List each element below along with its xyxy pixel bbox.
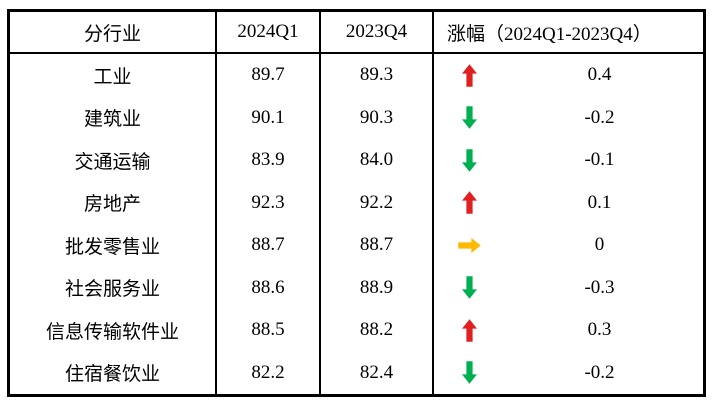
change-value: 0.3 [587,319,612,341]
industry-cell: 信息传输软件业 [10,309,217,352]
table-row: 社会服务业 88.6 88.9 -0.3 [10,266,703,310]
q4-value-cell: 88.2 [321,309,434,352]
change-value: -0.1 [584,149,615,171]
change-cell: 0.1 [434,182,703,225]
q4-value-cell: 92.2 [321,181,434,224]
q1-value-cell: 88.7 [217,224,321,267]
change-value: 0.1 [587,191,612,213]
table-header-row: 分行业 2024Q1 2023Q4 涨幅（2024Q1-2023Q4） [10,12,703,54]
q1-value-cell: 92.3 [217,181,321,224]
down-arrow-icon [461,361,477,384]
q1-value-cell: 83.9 [217,139,321,182]
change-value: 0 [594,234,605,256]
down-arrow-icon [461,276,477,299]
industry-cell: 社会服务业 [10,266,217,309]
table-row: 批发零售业 88.7 88.7 0 [10,224,703,267]
q1-value-cell: 88.6 [217,266,321,309]
change-cell: -0.1 [434,139,703,182]
table-row: 信息传输软件业 88.5 88.2 0.3 [10,309,703,352]
change-value: -0.3 [584,276,615,298]
table-body: 工业 89.7 89.3 0.4 建筑业 90.1 90.3 -0.2 交通运输… [10,54,703,394]
table-row: 工业 89.7 89.3 0.4 [10,54,703,97]
industry-cell: 房地产 [10,181,217,224]
change-value: 0.4 [587,64,612,86]
header-2023q4: 2023Q4 [321,12,434,52]
table-row: 住宿餐饮业 82.2 82.4 -0.2 [10,351,703,395]
industry-cell: 住宿餐饮业 [10,351,217,394]
header-2024q1: 2024Q1 [217,12,321,52]
industry-cell: 交通运输 [10,139,217,182]
industry-comparison-table: 分行业 2024Q1 2023Q4 涨幅（2024Q1-2023Q4） 工业 8… [7,9,706,397]
change-cell: 0.4 [434,54,703,97]
up-arrow-icon [461,191,477,214]
change-cell: -0.2 [434,97,703,140]
table-row: 房地产 92.3 92.2 0.1 [10,181,703,225]
down-arrow-icon [461,106,477,129]
q4-value-cell: 82.4 [321,351,434,394]
industry-cell: 工业 [10,54,217,97]
industry-cell: 批发零售业 [10,224,217,267]
right-arrow-icon [457,237,481,253]
q1-value-cell: 88.5 [217,309,321,352]
q1-value-cell: 89.7 [217,54,321,97]
up-arrow-icon [461,319,477,342]
q1-value-cell: 82.2 [217,351,321,394]
q1-value-cell: 90.1 [217,96,321,139]
industry-cell: 建筑业 [10,96,217,139]
change-value: -0.2 [584,106,615,128]
change-cell: 0 [434,224,703,267]
header-change: 涨幅（2024Q1-2023Q4） [447,23,652,45]
change-cell: 0.3 [434,309,703,352]
table-row: 交通运输 83.9 84.0 -0.1 [10,139,703,182]
up-arrow-icon [461,64,477,87]
q4-value-cell: 89.3 [321,54,434,97]
q4-value-cell: 88.7 [321,224,434,267]
q4-value-cell: 90.3 [321,96,434,139]
change-cell: -0.2 [434,352,703,395]
header-industry: 分行业 [10,12,217,52]
change-cell: -0.3 [434,267,703,310]
table-row: 建筑业 90.1 90.3 -0.2 [10,96,703,140]
q4-value-cell: 88.9 [321,266,434,309]
q4-value-cell: 84.0 [321,139,434,182]
change-value: -0.2 [584,361,615,383]
down-arrow-icon [461,149,477,172]
